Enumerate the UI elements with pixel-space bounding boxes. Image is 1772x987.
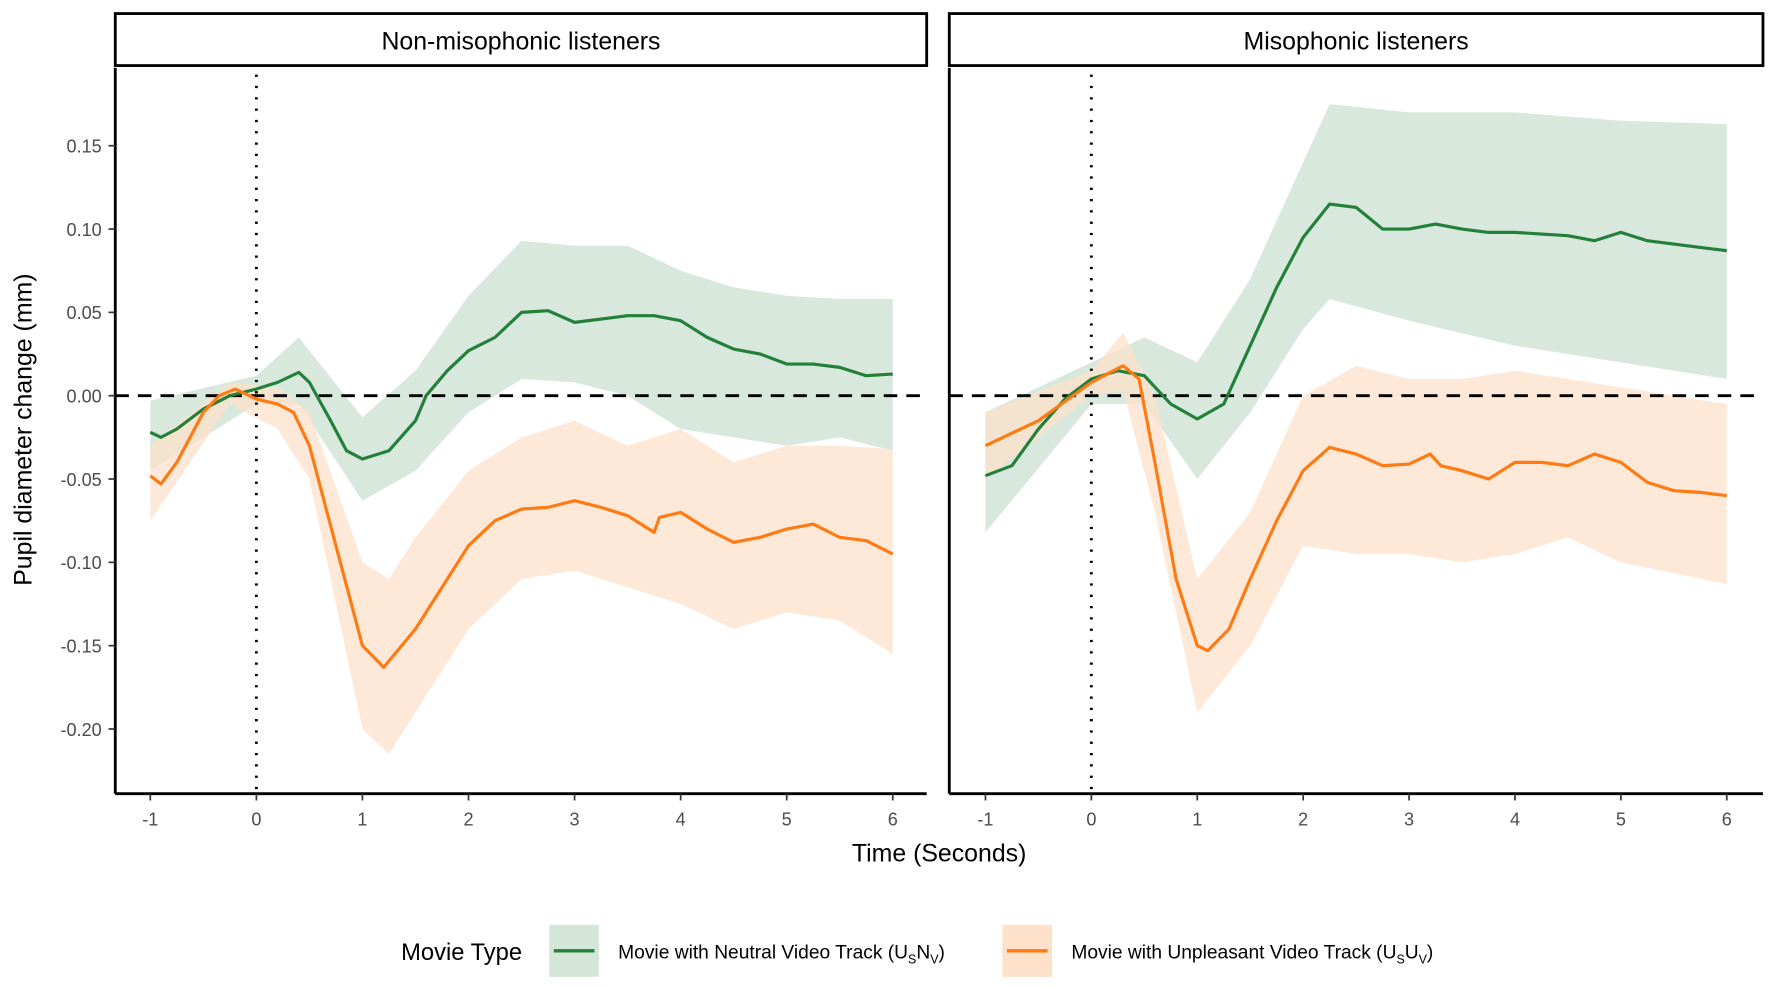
legend: Movie Type Movie with Neutral Video Track… — [401, 924, 1433, 977]
x-tick-label: 1 — [1192, 809, 1202, 829]
x-tick-label: 0 — [1086, 809, 1096, 829]
x-tick-label: 1 — [357, 809, 367, 829]
ci-band-unpleasant — [150, 382, 893, 754]
ci-band-unpleasant — [985, 332, 1727, 713]
ci-band-neutral — [150, 240, 893, 501]
x-tick-label: 2 — [1298, 809, 1308, 829]
panel-title: Misophonic listeners — [1244, 28, 1469, 56]
ci-band-neutral — [985, 104, 1727, 533]
y-tick-label: -0.05 — [60, 470, 101, 490]
legend-label-part: Movie with Neutral Video Track ( — [618, 943, 895, 964]
x-tick-label: 5 — [782, 809, 792, 829]
legend-label-part: U — [1405, 943, 1419, 964]
legend-label-part: S — [1396, 952, 1404, 966]
panel-strip — [947, 12, 1765, 67]
legend-label: Movie with Unpleasant Video Track (USUV) — [1071, 943, 1433, 967]
mean-line-neutral — [149, 309, 893, 461]
mean-line-unpleasant — [149, 387, 894, 669]
x-tick-label: 6 — [888, 809, 898, 829]
legend-title: Movie Type — [401, 940, 522, 966]
x-tick-label: 4 — [676, 809, 686, 829]
legend-entry-unpleasant: Movie with Unpleasant Video Track (USUV) — [1002, 924, 1433, 977]
y-tick-label: 0.10 — [67, 220, 102, 240]
x-axis-label: Time (Seconds) — [852, 840, 1026, 868]
legend-label-part: V — [930, 952, 939, 966]
legend-label-part: ) — [939, 943, 945, 964]
x-tick-label: 2 — [463, 809, 473, 829]
y-tick-label: 0.00 — [67, 386, 102, 406]
y-axis-label: Pupil diameter change (mm) — [10, 273, 38, 585]
mean-line-unpleasant — [984, 364, 1727, 653]
y-tick-label: -0.20 — [60, 720, 101, 740]
y-tick-label: -0.15 — [60, 636, 101, 656]
legend-label-part: Movie with Unpleasant Video Track ( — [1071, 943, 1383, 964]
legend-label-part: U — [1383, 943, 1397, 964]
legend-label-part: V — [1419, 952, 1428, 966]
y-tick-label: 0.05 — [67, 303, 102, 323]
legend-label-part: N — [916, 943, 930, 964]
x-tick-label: 6 — [1722, 809, 1732, 829]
legend-label-part: U — [894, 943, 908, 964]
x-tick-label: 3 — [570, 809, 580, 829]
panel-title: Non-misophonic listeners — [381, 28, 660, 56]
legend-label-part: ) — [1427, 943, 1433, 964]
x-tick-label: -1 — [142, 809, 158, 829]
x-tick-label: 5 — [1616, 809, 1626, 829]
y-tick-label: 0.15 — [67, 137, 102, 157]
legend-entry-neutral: Movie with Neutral Video Track (USNV) — [549, 924, 945, 977]
panel-strip — [113, 12, 929, 67]
legend-label-part: S — [908, 952, 916, 966]
x-tick-label: 4 — [1510, 809, 1520, 829]
x-tick-label: -1 — [977, 809, 993, 829]
panel-non-misophonic: Non-misophonic listeners -1 0 1 2 3 4 5 6 -0.20 -0… — [60, 12, 929, 829]
x-tick-label: 3 — [1404, 809, 1414, 829]
legend-label: Movie with Neutral Video Track (USNV) — [618, 943, 945, 967]
x-tick-label: 0 — [251, 809, 261, 829]
y-tick-label: -0.10 — [60, 553, 101, 573]
panel-misophonic: Misophonic listeners -1 0 1 2 3 4 5 6 — [947, 12, 1765, 829]
